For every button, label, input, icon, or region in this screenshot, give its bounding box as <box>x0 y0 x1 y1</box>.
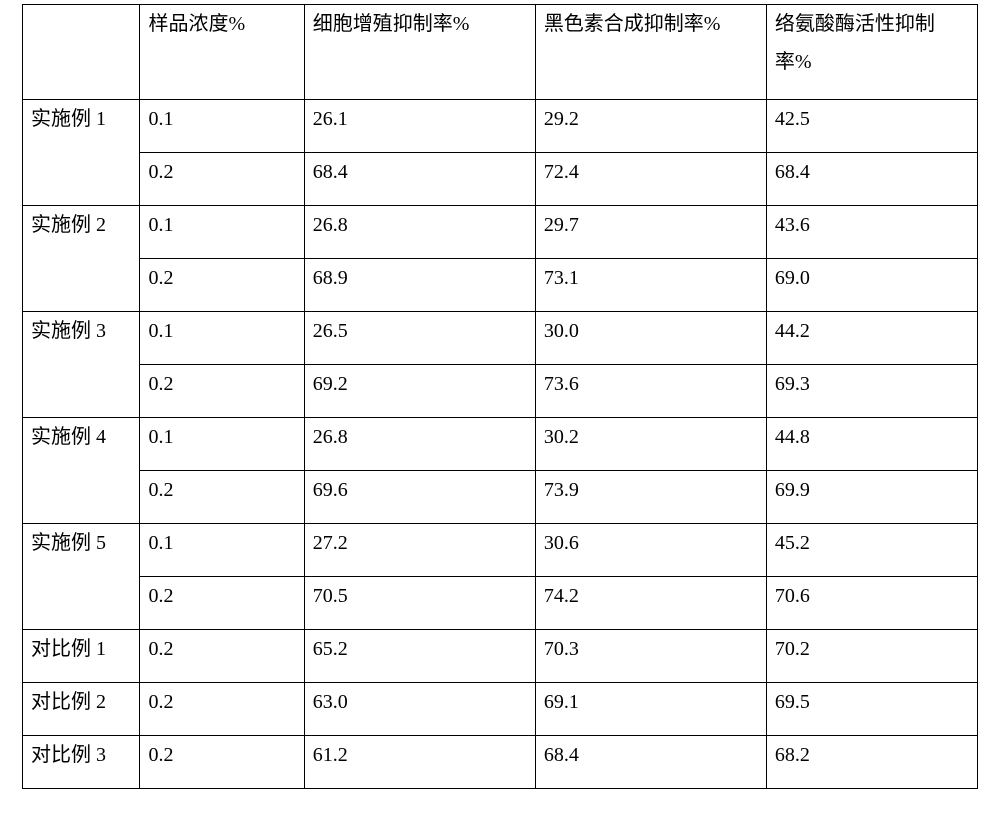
cell: 29.2 <box>535 100 766 153</box>
row-label: 实施例 3 <box>23 312 140 418</box>
cell: 0.1 <box>140 312 304 365</box>
cell: 68.4 <box>535 736 766 789</box>
cell: 69.6 <box>304 471 535 524</box>
cell: 68.4 <box>766 153 977 206</box>
cell: 73.9 <box>535 471 766 524</box>
table-row: 0.2 68.4 72.4 68.4 <box>23 153 978 206</box>
cell: 0.1 <box>140 100 304 153</box>
cell: 68.2 <box>766 736 977 789</box>
table-row: 实施例 5 0.1 27.2 30.6 45.2 <box>23 524 978 577</box>
cell: 74.2 <box>535 577 766 630</box>
row-label: 对比例 3 <box>23 736 140 789</box>
cell: 69.9 <box>766 471 977 524</box>
cell: 0.1 <box>140 524 304 577</box>
table-row: 实施例 3 0.1 26.5 30.0 44.2 <box>23 312 978 365</box>
row-label: 对比例 1 <box>23 630 140 683</box>
col-header: 黑色素合成抑制率% <box>535 5 766 100</box>
cell: 69.3 <box>766 365 977 418</box>
cell: 0.2 <box>140 577 304 630</box>
cell: 61.2 <box>304 736 535 789</box>
cell: 26.8 <box>304 418 535 471</box>
cell: 26.8 <box>304 206 535 259</box>
col-header: 样品浓度% <box>140 5 304 100</box>
cell: 0.2 <box>140 259 304 312</box>
table-row: 实施例 4 0.1 26.8 30.2 44.8 <box>23 418 978 471</box>
cell: 73.1 <box>535 259 766 312</box>
cell: 70.3 <box>535 630 766 683</box>
cell: 26.5 <box>304 312 535 365</box>
table-row: 0.2 68.9 73.1 69.0 <box>23 259 978 312</box>
cell: 30.6 <box>535 524 766 577</box>
row-label: 对比例 2 <box>23 683 140 736</box>
row-label: 实施例 4 <box>23 418 140 524</box>
cell: 0.2 <box>140 365 304 418</box>
cell: 65.2 <box>304 630 535 683</box>
table-row: 对比例 2 0.2 63.0 69.1 69.5 <box>23 683 978 736</box>
cell: 0.2 <box>140 471 304 524</box>
cell: 29.7 <box>535 206 766 259</box>
cell: 0.2 <box>140 736 304 789</box>
cell: 30.0 <box>535 312 766 365</box>
row-label: 实施例 2 <box>23 206 140 312</box>
cell: 68.9 <box>304 259 535 312</box>
table-row: 实施例 2 0.1 26.8 29.7 43.6 <box>23 206 978 259</box>
cell: 69.2 <box>304 365 535 418</box>
cell: 72.4 <box>535 153 766 206</box>
cell: 73.6 <box>535 365 766 418</box>
cell: 69.0 <box>766 259 977 312</box>
cell: 44.2 <box>766 312 977 365</box>
cell: 45.2 <box>766 524 977 577</box>
cell: 27.2 <box>304 524 535 577</box>
table-row: 实施例 1 0.1 26.1 29.2 42.5 <box>23 100 978 153</box>
cell: 42.5 <box>766 100 977 153</box>
page-container: 样品浓度% 细胞增殖抑制率% 黑色素合成抑制率% 络氨酸酶活性抑制率% 实施例 … <box>0 0 1000 830</box>
table-row: 0.2 70.5 74.2 70.6 <box>23 577 978 630</box>
cell: 0.2 <box>140 630 304 683</box>
table-row: 对比例 1 0.2 65.2 70.3 70.2 <box>23 630 978 683</box>
data-table: 样品浓度% 细胞增殖抑制率% 黑色素合成抑制率% 络氨酸酶活性抑制率% 实施例 … <box>22 4 978 789</box>
cell: 0.2 <box>140 683 304 736</box>
col-header: 络氨酸酶活性抑制率% <box>766 5 977 100</box>
cell: 30.2 <box>535 418 766 471</box>
table-row: 0.2 69.2 73.6 69.3 <box>23 365 978 418</box>
cell: 0.1 <box>140 418 304 471</box>
cell: 43.6 <box>766 206 977 259</box>
col-header <box>23 5 140 100</box>
cell: 69.5 <box>766 683 977 736</box>
row-label: 实施例 1 <box>23 100 140 206</box>
table-header-row: 样品浓度% 细胞增殖抑制率% 黑色素合成抑制率% 络氨酸酶活性抑制率% <box>23 5 978 100</box>
table-row: 0.2 69.6 73.9 69.9 <box>23 471 978 524</box>
cell: 44.8 <box>766 418 977 471</box>
cell: 68.4 <box>304 153 535 206</box>
cell: 0.1 <box>140 206 304 259</box>
col-header: 细胞增殖抑制率% <box>304 5 535 100</box>
cell: 0.2 <box>140 153 304 206</box>
row-label: 实施例 5 <box>23 524 140 630</box>
table-row: 对比例 3 0.2 61.2 68.4 68.2 <box>23 736 978 789</box>
cell: 63.0 <box>304 683 535 736</box>
cell: 26.1 <box>304 100 535 153</box>
cell: 70.5 <box>304 577 535 630</box>
cell: 69.1 <box>535 683 766 736</box>
cell: 70.2 <box>766 630 977 683</box>
cell: 70.6 <box>766 577 977 630</box>
